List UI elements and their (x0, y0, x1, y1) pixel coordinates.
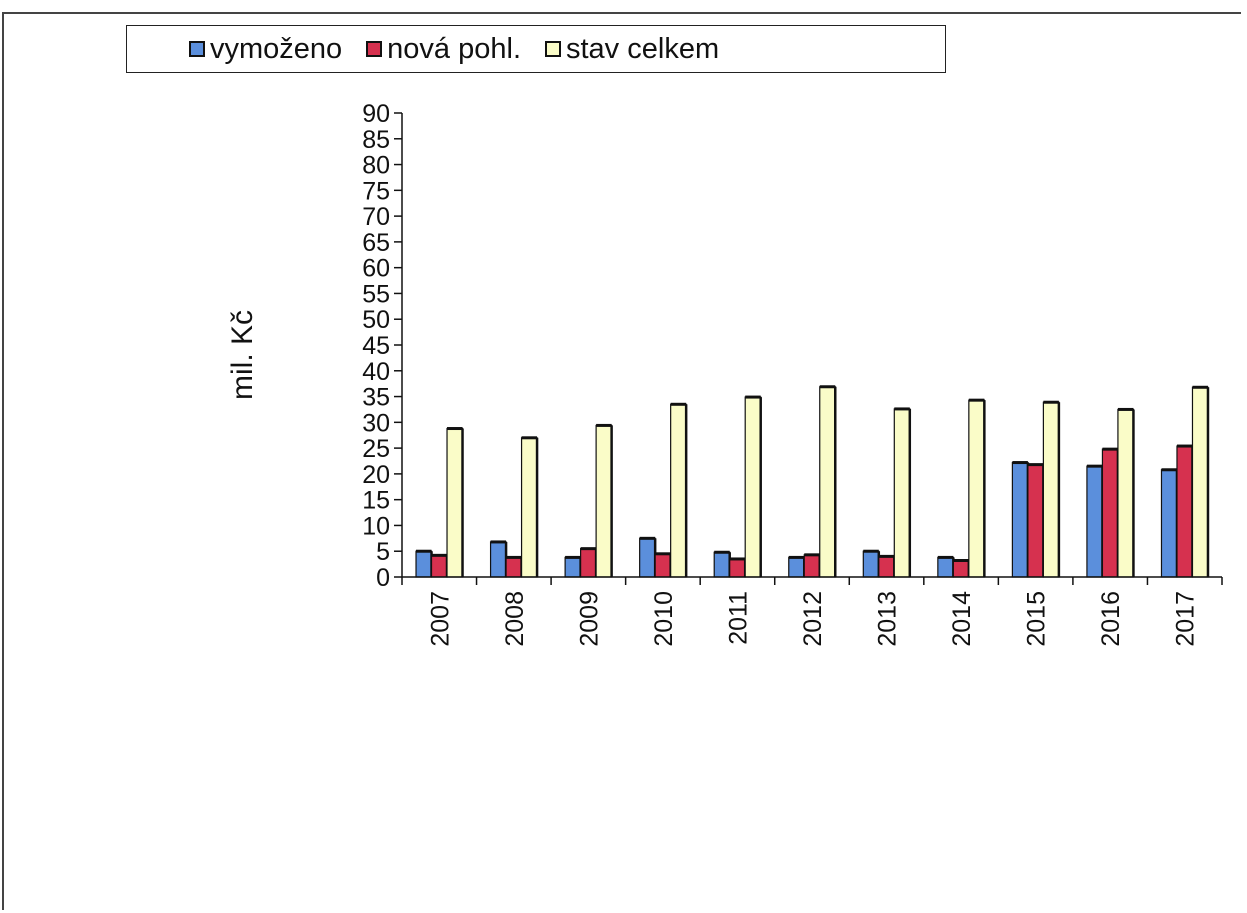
bar (654, 553, 672, 578)
legend-swatch-stav-celkem (545, 41, 561, 57)
legend-item-vymozeno: vymoženo (189, 32, 343, 65)
bar (788, 556, 805, 578)
bar (1011, 461, 1029, 578)
legend-item-nova-pohl: nová pohl. (366, 32, 521, 65)
x-tick-label: 2013 (874, 591, 902, 647)
bar (968, 399, 985, 578)
legend-label-vymozeno: vymoženo (210, 32, 343, 65)
bar (1042, 401, 1060, 578)
legend-swatch-vymozeno (189, 41, 205, 57)
x-tick-label: 2011 (724, 591, 752, 645)
y-tick-label: 90 (362, 100, 390, 128)
legend-swatch-nova-pohl (366, 41, 383, 57)
y-tick-label: 60 (362, 255, 390, 283)
bar (489, 541, 507, 578)
bar (564, 556, 582, 578)
y-tick-label: 85 (362, 126, 390, 154)
y-tick-label: 65 (362, 229, 390, 257)
x-tick-label: 2015 (1023, 591, 1051, 647)
bar (803, 554, 821, 578)
bar (639, 537, 656, 578)
bar (505, 556, 523, 578)
y-tick-label: 80 (362, 152, 390, 180)
bar (862, 550, 880, 578)
y-axis-label: mil. Kč (226, 310, 259, 400)
bar (430, 554, 448, 578)
y-tick-label: 15 (362, 487, 390, 515)
y-tick-label: 10 (362, 512, 390, 540)
bar (713, 551, 731, 578)
x-tick-label: 2009 (575, 591, 603, 647)
bar (1160, 469, 1178, 578)
bar (937, 556, 954, 578)
y-tick-label: 40 (362, 358, 390, 386)
chart-frame (2, 12, 1241, 910)
y-tick-label: 75 (362, 177, 390, 205)
bar (744, 396, 762, 578)
legend-item-stav-celkem: stav celkem (545, 32, 720, 65)
x-tick-label: 2008 (501, 591, 529, 647)
bar (1117, 408, 1135, 578)
bars (415, 385, 1210, 578)
x-tick-label: 2016 (1097, 591, 1125, 647)
y-tick-label: 50 (362, 306, 390, 334)
y-tick-label: 25 (362, 435, 390, 463)
bar (893, 408, 911, 578)
y-tick-label: 30 (362, 409, 390, 437)
bar (1101, 448, 1119, 578)
bar (952, 559, 970, 578)
y-tick-label: 45 (362, 332, 390, 360)
y-tick-label: 55 (362, 280, 390, 308)
bar (580, 548, 597, 578)
y-tick-label: 35 (362, 384, 390, 412)
y-tick-label: 20 (362, 461, 390, 489)
x-axis: 2007 2008 2009 2010 2011 2012 2013 2014 2015 2016… (401, 576, 1223, 647)
bar (415, 550, 433, 578)
bar (520, 437, 538, 578)
bar (819, 386, 836, 578)
y-tick-label: 70 (362, 203, 390, 231)
bar (670, 403, 687, 578)
x-tick-label: 2010 (650, 591, 678, 647)
bar (1027, 464, 1044, 578)
legend: vymoženo nová pohl. stav celkem (126, 25, 946, 73)
bar (878, 555, 895, 578)
y-tick-label: 0 (376, 564, 390, 592)
bar (446, 427, 464, 578)
bar (1191, 386, 1209, 578)
y-tick-label: 5 (376, 538, 390, 566)
x-tick-label: 2017 (1172, 591, 1200, 647)
bar (1176, 445, 1194, 578)
legend-label-nova-pohl: nová pohl. (387, 32, 521, 65)
x-tick-label: 2007 (426, 591, 454, 647)
x-tick-label: 2012 (799, 591, 827, 647)
legend-label-stav-celkem: stav celkem (566, 32, 720, 65)
bar (595, 424, 613, 578)
bar (729, 558, 746, 578)
x-tick-label: 2014 (948, 591, 976, 647)
bar (1086, 465, 1104, 578)
